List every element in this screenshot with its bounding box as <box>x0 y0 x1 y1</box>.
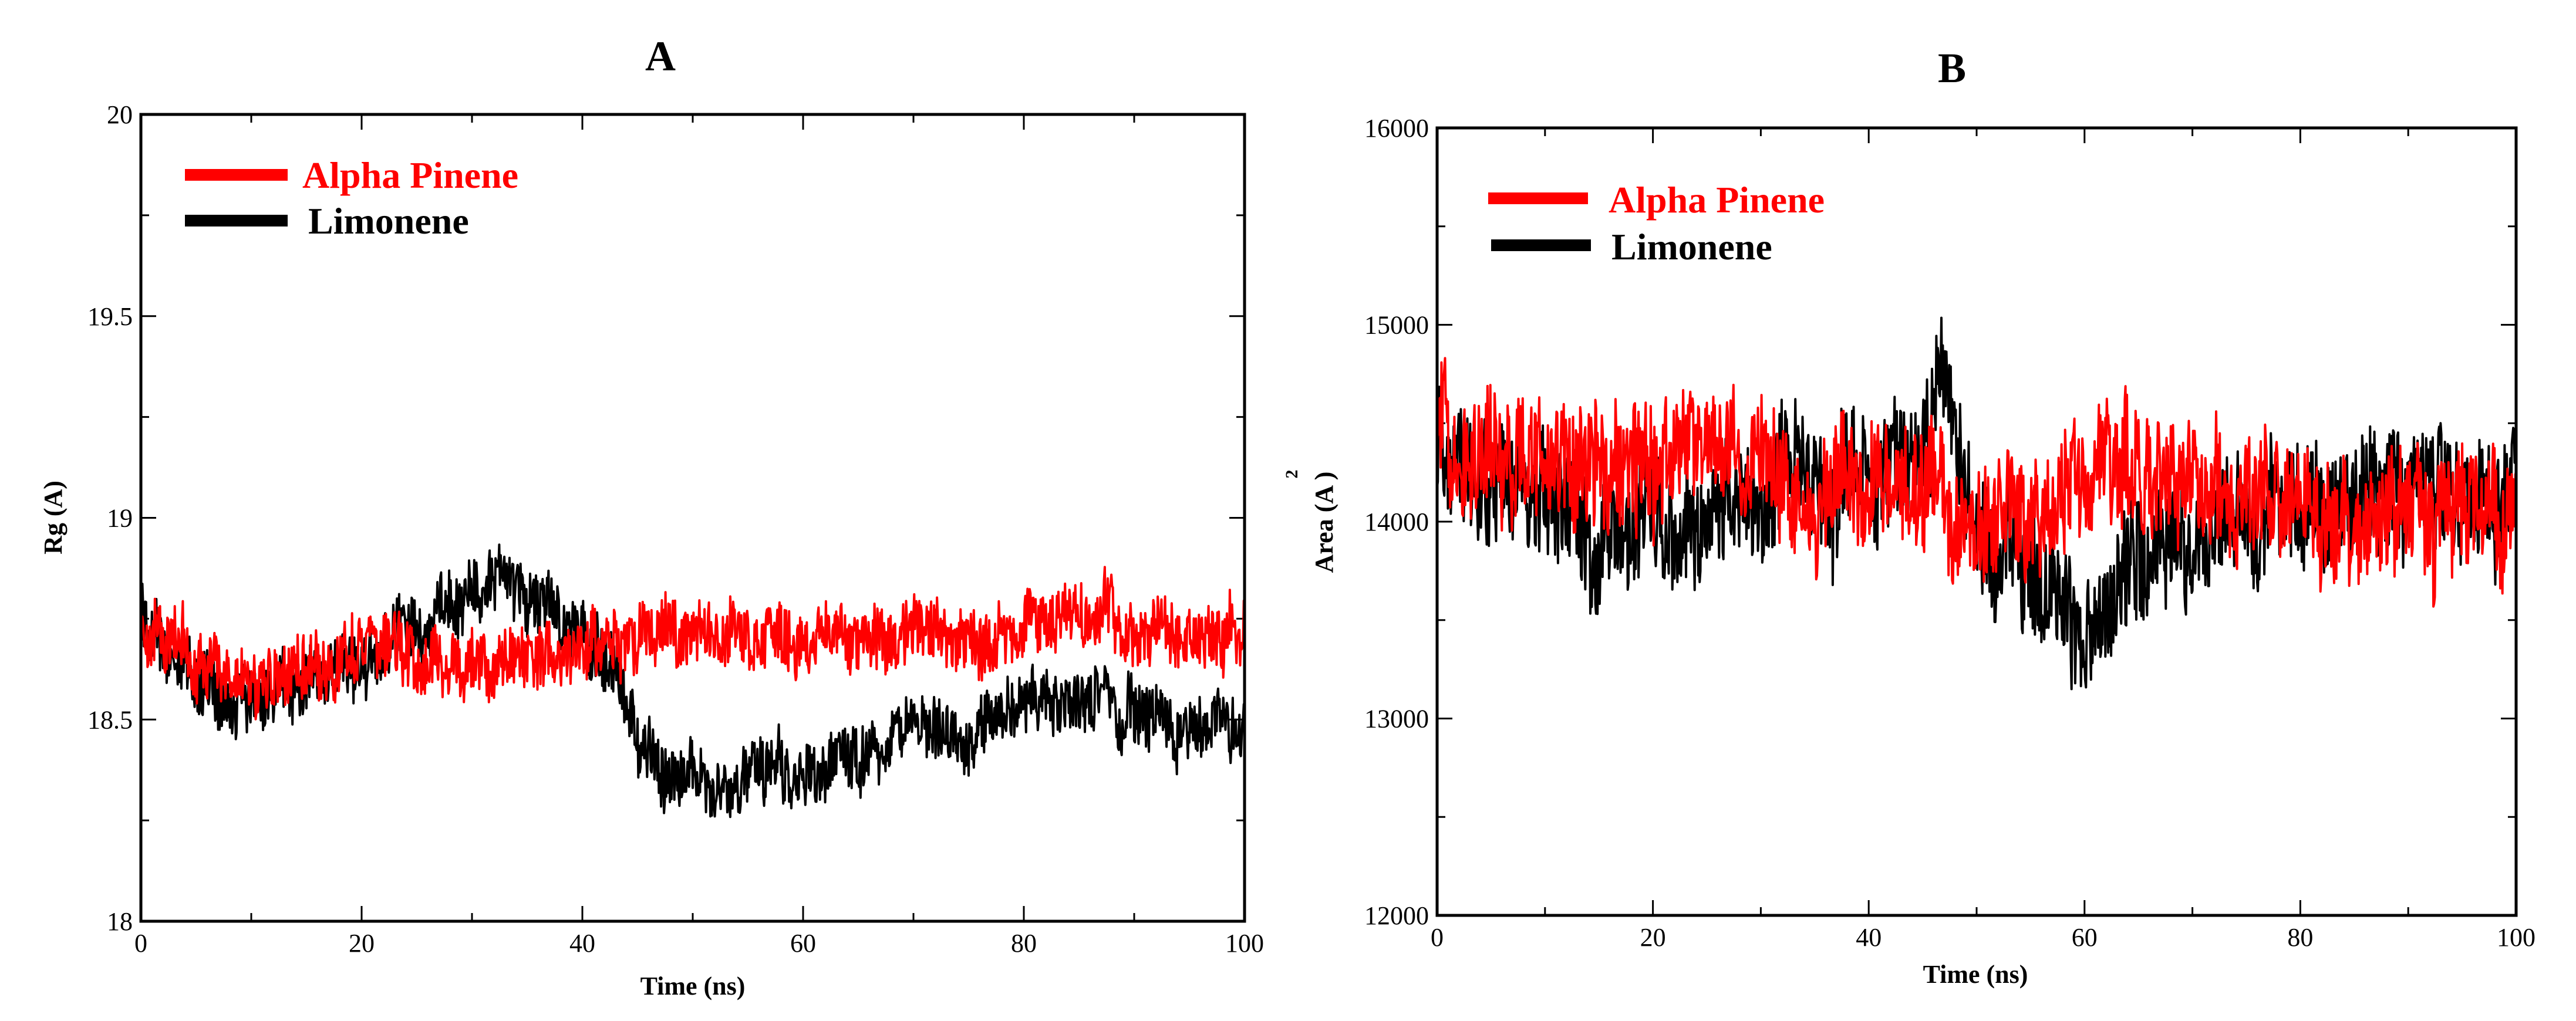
panel-b-y-axis-title-superscript: 2 <box>1282 470 1302 479</box>
panel-a-series <box>140 543 1246 819</box>
panel-a-x-tick-label: 40 <box>569 929 595 958</box>
panel-a-y-tick-label: 19.5 <box>87 302 133 331</box>
panel-a-letter: A <box>645 33 676 80</box>
legend-label: Alpha Pinene <box>1609 179 1825 221</box>
panel-a-series-alpha-pinene <box>140 566 1246 721</box>
panel-b-y-tick-label: 13000 <box>1364 705 1429 733</box>
panel-b-y-tick-label: 15000 <box>1364 311 1429 340</box>
panel-b-x-tick-label: 0 <box>1431 923 1444 952</box>
panel-b-legend: Alpha Pinene Limonene <box>1488 179 1825 268</box>
panel-a-x-tick-label: 0 <box>134 929 147 958</box>
panel-a-y-tick-label: 18 <box>107 907 133 936</box>
panel-b-y-tick-labels: 12000 13000 14000 15000 16000 <box>1364 114 1429 930</box>
legend-label: Alpha Pinene <box>302 154 518 196</box>
legend-label: Limonene <box>1611 226 1772 268</box>
panel-a-x-tick-labels: 0 20 40 60 80 100 <box>134 929 1264 958</box>
panel-b-x-axis-title: Time (ns) <box>1923 960 2028 989</box>
legend-label: Limonene <box>308 200 469 242</box>
panel-b-y-tick-label: 14000 <box>1364 508 1429 536</box>
panel-a-legend: Alpha Pinene Limonene <box>185 154 518 242</box>
panel-a-x-tick-label: 60 <box>790 929 816 958</box>
panel-b-x-tick-labels: 0 20 40 60 80 100 <box>1431 923 2535 952</box>
panel-a: A 0 20 40 60 80 100 18 18.5 19 19.5 20 T… <box>39 33 1264 1000</box>
panel-b-x-tick-label: 40 <box>1856 923 1882 952</box>
panel-b-series-alpha-pinene <box>1436 357 2517 608</box>
panel-a-x-tick-label: 80 <box>1011 929 1037 958</box>
panel-b-x-tick-label: 80 <box>2287 923 2313 952</box>
panel-a-x-tick-label: 20 <box>349 929 375 958</box>
panel-a-y-tick-labels: 18 18.5 19 19.5 20 <box>87 100 133 936</box>
panel-a-y-tick-label: 20 <box>107 100 133 129</box>
panel-b-y-axis-title: Area (A ) <box>1310 472 1338 573</box>
panel-b-series <box>1436 316 2517 691</box>
panel-a-series-limonene <box>140 543 1246 819</box>
panel-a-x-tick-label: 100 <box>1225 929 1264 958</box>
panel-a-y-tick-label: 18.5 <box>87 705 133 734</box>
panel-a-y-tick-label: 19 <box>107 504 133 533</box>
panel-b-x-tick-label: 60 <box>2072 923 2098 952</box>
panel-b-y-tick-label: 12000 <box>1364 901 1429 930</box>
panel-b-x-tick-label: 100 <box>2497 923 2535 952</box>
panel-b-y-tick-label: 16000 <box>1364 114 1429 143</box>
panel-b-plot-frame <box>1435 126 2518 917</box>
panel-a-plot-frame <box>139 113 1246 923</box>
panel-a-x-axis-title: Time (ns) <box>640 972 746 1000</box>
panel-b-letter: B <box>1938 45 1966 92</box>
panel-b: B 0 20 40 60 80 100 12000 13000 14000 15… <box>1282 45 2535 989</box>
panel-a-y-axis-title: Rg (A) <box>39 481 68 555</box>
panel-b-x-tick-label: 20 <box>1640 923 1666 952</box>
